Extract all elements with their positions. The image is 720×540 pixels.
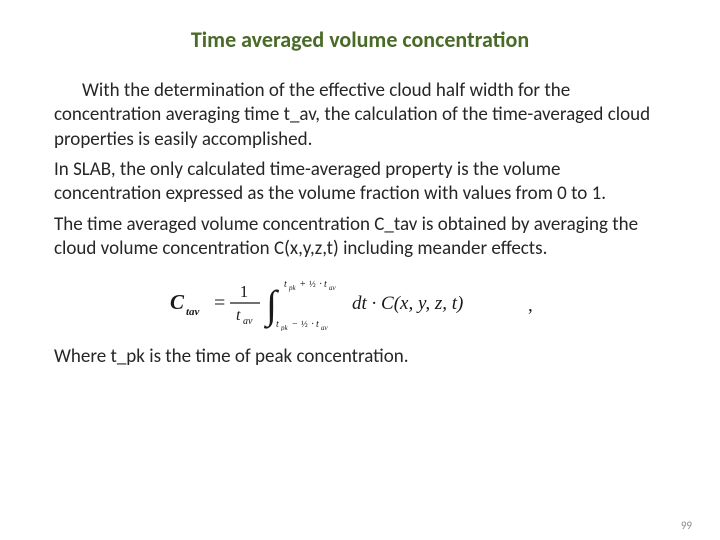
eq-upper-tav-sub: av bbox=[329, 284, 337, 292]
eq-trailing: , bbox=[528, 295, 533, 316]
eq-integrand: dt · C(x, y, z, t) bbox=[352, 293, 463, 314]
page-number: 99 bbox=[681, 519, 692, 532]
paragraph-2: In SLAB, the only calculated time-averag… bbox=[54, 158, 666, 207]
eq-equals: = bbox=[214, 292, 225, 314]
eq-lower-tav-sub: av bbox=[321, 324, 329, 331]
slide: Time averaged volume concentration With … bbox=[0, 0, 720, 540]
eq-upper-t-sub: pk bbox=[288, 284, 297, 292]
equation: C tav = 1 t av ∫ t pk + ½ · t bbox=[54, 275, 666, 331]
slide-title: Time averaged volume concentration bbox=[114, 26, 606, 53]
eq-frac-den-sub: av bbox=[243, 316, 253, 327]
eq-upper-half: ½ bbox=[309, 279, 316, 289]
eq-lhs: C bbox=[170, 290, 185, 314]
eq-lower-dot: · bbox=[311, 319, 314, 330]
eq-lower-half: ½ bbox=[301, 319, 308, 329]
paragraph-3: The time averaged volume concentration C… bbox=[54, 213, 666, 262]
eq-frac-den-var: t bbox=[236, 307, 241, 324]
eq-upper-t: t bbox=[284, 279, 287, 290]
eq-lower-t-sub: pk bbox=[280, 324, 289, 331]
eq-lhs-sub: tav bbox=[186, 306, 200, 318]
eq-frac-num: 1 bbox=[240, 282, 249, 301]
eq-upper-tav-t: t bbox=[324, 279, 327, 290]
eq-upper-dot: · bbox=[319, 279, 322, 290]
paragraph-1: With the determination of the effective … bbox=[54, 79, 666, 152]
eq-lower-t: t bbox=[276, 319, 279, 330]
eq-upper-plus: + bbox=[300, 279, 306, 290]
closing-line: Where t_pk is the time of peak concentra… bbox=[54, 345, 666, 369]
eq-lower-tav-t: t bbox=[316, 319, 319, 330]
eq-lower-minus: − bbox=[292, 319, 298, 330]
